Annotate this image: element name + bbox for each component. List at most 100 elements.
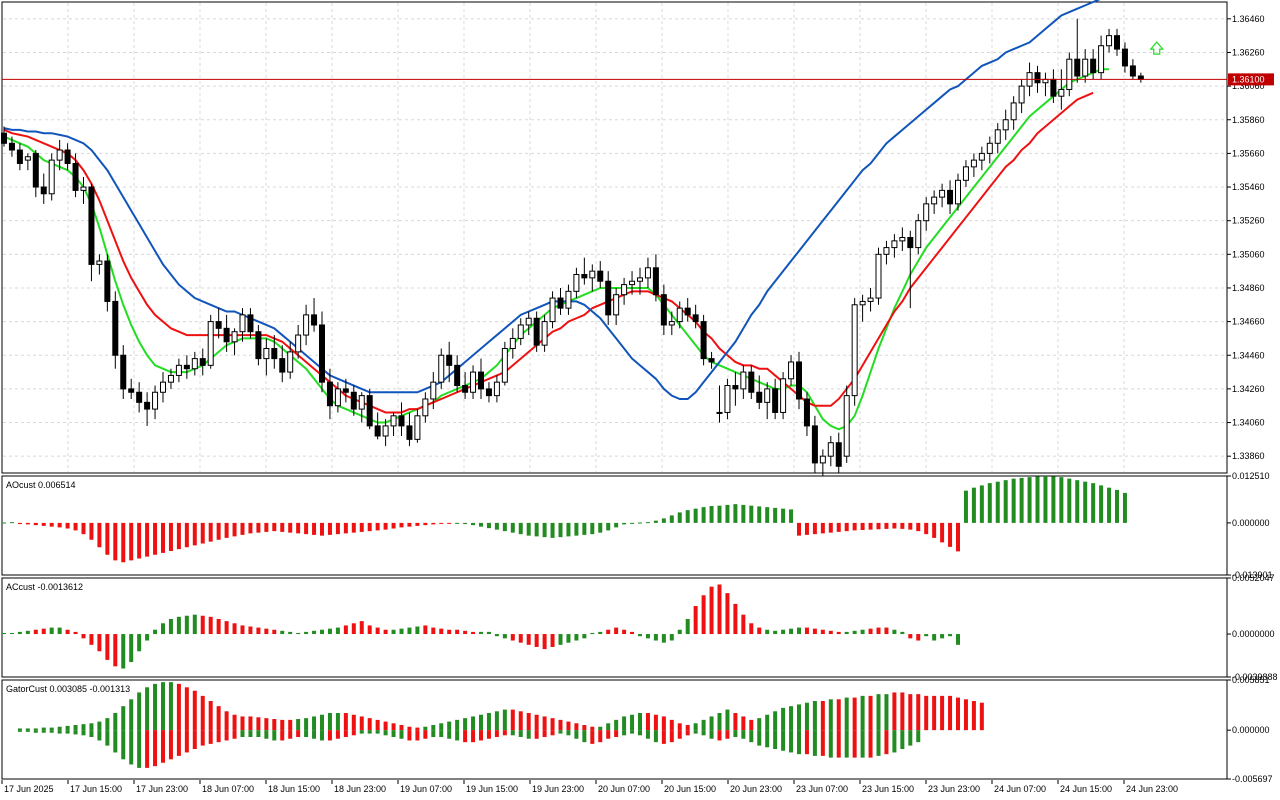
gator-upper-bar xyxy=(550,718,555,731)
candle-body xyxy=(931,196,938,205)
candle-body xyxy=(406,425,413,440)
candle-body xyxy=(191,358,198,370)
gator-tick-label: 0.005851 xyxy=(1232,675,1270,685)
candle-body xyxy=(1082,58,1089,77)
candle-body xyxy=(478,371,484,390)
gator-upper-bar xyxy=(431,725,436,731)
ac-bar xyxy=(439,628,444,635)
ac-bar xyxy=(765,629,770,635)
ao-bar xyxy=(486,522,491,529)
time-tick-label: 24 Jun 07:00 xyxy=(994,784,1046,794)
gator-lower-bar xyxy=(129,730,134,765)
candle-body xyxy=(350,391,357,410)
ao-tick-label: 0.012510 xyxy=(1232,471,1270,481)
ao-bar xyxy=(860,522,865,531)
candle-body xyxy=(1058,88,1065,97)
candle-body xyxy=(955,179,961,205)
candle-body xyxy=(16,149,23,164)
ao-bar xyxy=(1122,492,1127,523)
candle-body xyxy=(1,132,7,144)
ac-bar xyxy=(176,616,181,635)
ao-bar xyxy=(645,522,650,524)
gator-tick-label: -0.005697 xyxy=(1232,774,1273,784)
candle xyxy=(462,372,469,399)
candle-body xyxy=(1010,102,1017,121)
ac-bar xyxy=(693,606,698,635)
candle xyxy=(891,234,898,258)
candle xyxy=(962,160,969,188)
candle xyxy=(621,277,628,305)
gator-lower-bar xyxy=(892,730,897,753)
gator-lower-bar xyxy=(407,730,412,741)
gator-lower-bar xyxy=(733,730,738,738)
ac-bar xyxy=(2,632,6,635)
ao-bar xyxy=(280,522,285,532)
ao-bar xyxy=(2,522,6,524)
candle-body xyxy=(72,162,79,191)
candle-body xyxy=(1137,75,1144,80)
candle xyxy=(366,388,373,430)
candle-body xyxy=(851,304,858,397)
candle-body xyxy=(271,348,278,360)
ac-bar xyxy=(359,621,364,635)
ao-bar xyxy=(685,510,690,523)
gator-lower-bar xyxy=(884,730,889,755)
gator-lower-bar xyxy=(486,730,491,739)
gator-lower-bar xyxy=(208,730,213,744)
gator-upper-bar xyxy=(502,709,507,731)
candle xyxy=(676,301,683,329)
candle xyxy=(700,314,707,366)
candle xyxy=(48,153,55,201)
candle-body xyxy=(652,267,659,296)
candle-body xyxy=(581,274,588,279)
gator-upper-bar xyxy=(81,724,86,731)
ao-bar xyxy=(956,522,960,552)
candle xyxy=(493,375,500,403)
gator-upper-bar xyxy=(908,694,913,731)
candle xyxy=(342,378,349,403)
candle-body xyxy=(1066,58,1073,90)
gator-upper-bar xyxy=(304,718,309,731)
candle-body xyxy=(891,240,898,249)
gator-lower-bar xyxy=(781,730,786,751)
gator-upper-bar xyxy=(518,711,523,731)
candle-body xyxy=(772,388,779,413)
ao-bar xyxy=(343,522,348,534)
ac-bar xyxy=(645,634,650,639)
candle xyxy=(1121,42,1128,73)
candle-body xyxy=(899,237,906,242)
ac-bar xyxy=(860,629,865,635)
candle xyxy=(875,247,882,305)
ao-bar xyxy=(455,522,460,524)
ao-bar xyxy=(677,512,682,523)
ao-bar xyxy=(558,522,563,538)
ac-bar xyxy=(868,628,873,635)
gator-upper-bar xyxy=(765,714,770,731)
candle xyxy=(955,173,961,211)
candle-body xyxy=(1121,48,1128,67)
gator-upper-bar xyxy=(455,719,460,731)
ao-bar xyxy=(479,522,483,527)
gator-upper-bar xyxy=(399,725,404,731)
gator-lower-bar xyxy=(256,730,261,738)
candle xyxy=(557,287,564,315)
ao-bar xyxy=(987,483,992,523)
ac-bar xyxy=(200,615,205,635)
ao-bar xyxy=(995,481,1000,523)
candle-body xyxy=(422,398,429,417)
ac-bar xyxy=(574,634,579,641)
gator-lower-bar xyxy=(518,730,523,738)
candle xyxy=(311,298,318,332)
ao-bar xyxy=(407,522,412,527)
candle-body xyxy=(1018,85,1025,104)
gator-lower-bar xyxy=(232,730,237,739)
candle xyxy=(907,230,914,309)
gator-upper-bar xyxy=(773,711,778,731)
gator-upper-bar xyxy=(248,716,253,731)
ac-bar xyxy=(932,634,937,641)
candle xyxy=(613,287,620,325)
candle-body xyxy=(660,294,667,326)
candle xyxy=(215,308,222,339)
ao-bar xyxy=(979,485,984,523)
ao-bar xyxy=(161,522,165,553)
